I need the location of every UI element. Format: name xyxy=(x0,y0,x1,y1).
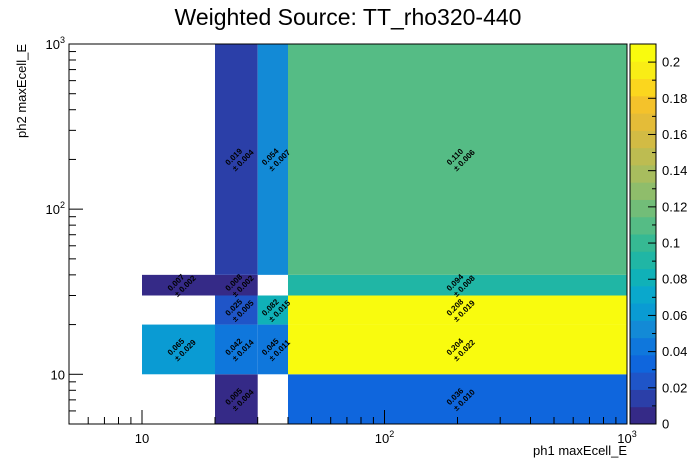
colorbar-tick-label: 0.1 xyxy=(662,236,680,251)
x-tick-label: 103 xyxy=(617,429,636,446)
colorbar-segment xyxy=(630,337,656,356)
colorbar-tick-label: 0.2 xyxy=(662,55,680,70)
colorbar-tick-label: 0.04 xyxy=(662,344,687,359)
colorbar-segment xyxy=(630,303,656,321)
colorbar-segment xyxy=(630,389,656,408)
colorbar-segment xyxy=(630,164,656,183)
colorbar-segment xyxy=(630,268,656,287)
colorbar-tick-label: 0 xyxy=(662,417,669,432)
x-axis-label: ph1 maxEcell_E xyxy=(533,443,627,458)
colorbar-segment xyxy=(630,147,656,166)
colorbar-segment xyxy=(630,372,656,390)
colorbar-tick-label: 0.14 xyxy=(662,163,687,178)
colorbar-tick-label: 0.08 xyxy=(662,272,687,287)
colorbar-tick-label: 0.16 xyxy=(662,127,687,142)
colorbar-segment xyxy=(630,234,656,252)
heatmap-cell xyxy=(287,374,627,424)
heatmap-cell xyxy=(214,274,258,296)
colorbar-segment xyxy=(630,182,656,200)
y-tick-label: 10 xyxy=(51,367,65,382)
heatmap-cell xyxy=(287,274,627,296)
x-tick-label: 10 xyxy=(135,431,149,446)
heatmap-cell xyxy=(257,324,288,375)
heatmap-cell xyxy=(287,295,627,325)
colorbar-segment xyxy=(630,199,656,218)
chart-title: Weighted Source: TT_rho320-440 xyxy=(174,4,522,30)
colorbar-segment xyxy=(630,78,656,97)
colorbar-segment xyxy=(630,251,656,270)
heatmap-cell xyxy=(141,274,215,296)
x-tick-label: 102 xyxy=(375,429,394,446)
heatmap-cell xyxy=(214,374,258,424)
colorbar-segment xyxy=(630,285,656,304)
heatmap-cell xyxy=(214,44,258,275)
colorbar-segment xyxy=(630,130,656,149)
colorbar-tick-label: 0.18 xyxy=(662,91,687,106)
heatmap-cell xyxy=(287,324,627,375)
y-tick-label: 103 xyxy=(46,35,65,52)
heatmap-cell xyxy=(214,295,258,325)
heatmap-cell xyxy=(257,44,288,275)
colorbar-segment xyxy=(630,354,656,373)
colorbar-segment xyxy=(630,320,656,339)
plot-frame xyxy=(68,43,628,425)
colorbar-segment xyxy=(630,113,656,131)
colorbar-segment xyxy=(630,44,656,62)
heatmap-cell xyxy=(141,324,215,375)
heatmap-cell xyxy=(287,44,627,275)
heatmap-cell xyxy=(257,295,288,325)
y-axis-label: ph2 maxEcell_E xyxy=(14,44,29,138)
colorbar-segment xyxy=(630,216,656,235)
colorbar-segment xyxy=(630,406,656,425)
y-tick-label: 102 xyxy=(46,200,65,217)
colorbar-tick-label: 0.12 xyxy=(662,199,687,214)
colorbar-segment xyxy=(630,61,656,80)
colorbar-tick-label: 0.02 xyxy=(662,380,687,395)
colorbar-frame xyxy=(629,43,657,425)
heatmap-cell xyxy=(214,324,258,375)
colorbar-tick-label: 0.06 xyxy=(662,308,687,323)
colorbar-segment xyxy=(630,95,656,114)
